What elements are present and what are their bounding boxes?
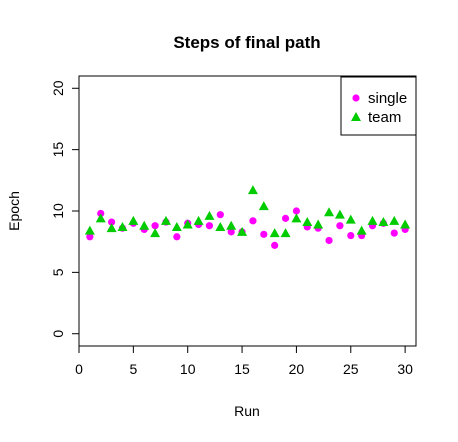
team-point [150, 228, 161, 238]
y-tick-label: 5 [50, 268, 66, 276]
y-tick-label: 20 [50, 80, 66, 96]
team-point [160, 215, 171, 225]
team-point [182, 219, 193, 229]
single-point [86, 233, 94, 241]
single-point [271, 241, 279, 249]
single-point [390, 229, 398, 237]
x-tick-label: 0 [75, 361, 83, 377]
legend-team-marker [351, 112, 361, 121]
team-point [356, 225, 367, 235]
single-point [260, 230, 268, 238]
y-axis: 0 5 10 15 20 [50, 80, 80, 338]
y-tick-label: 0 [50, 330, 66, 338]
team-point [204, 210, 215, 220]
team-point [345, 214, 356, 224]
single-point [336, 222, 344, 230]
single-point [347, 231, 355, 240]
team-point [258, 201, 269, 211]
team-point [106, 223, 117, 233]
team-point [291, 213, 302, 223]
team-point [84, 225, 95, 235]
y-tick-label: 15 [50, 142, 66, 158]
team-point [117, 221, 128, 231]
chart-title: Steps of final path [173, 33, 320, 52]
single-point [173, 233, 181, 241]
legend-box [340, 76, 417, 136]
x-tick-label: 30 [397, 361, 413, 377]
single-point [205, 222, 214, 230]
x-axis-label: Run [234, 403, 260, 419]
x-tick-label: 25 [343, 361, 359, 377]
team-point [367, 215, 378, 225]
legend-single-marker [352, 94, 360, 102]
team-point [215, 221, 226, 231]
legend: single team [340, 76, 417, 136]
data-points [84, 185, 411, 249]
single-point [281, 214, 290, 222]
team-point [237, 226, 248, 236]
team-point [334, 209, 345, 219]
y-axis-label: Epoch [6, 191, 22, 231]
team-point [324, 207, 335, 217]
x-tick-label: 10 [180, 361, 196, 377]
single-point [292, 207, 301, 215]
team-point [226, 220, 237, 230]
x-tick-label: 20 [289, 361, 305, 377]
team-point [171, 221, 182, 231]
single-point [249, 217, 257, 225]
team-point [302, 217, 313, 227]
team-point [400, 219, 411, 229]
single-point [151, 222, 159, 230]
team-point [269, 228, 280, 238]
single-point [325, 236, 333, 245]
y-tick-label: 10 [50, 203, 66, 219]
team-point [139, 220, 150, 230]
single-point [216, 211, 224, 219]
x-axis: 0 5 10 15 20 25 30 [75, 345, 413, 377]
single-point [227, 228, 235, 236]
x-tick-label: 15 [234, 361, 250, 377]
team-point [378, 217, 389, 227]
legend-single-label: single [368, 90, 407, 107]
team-point [247, 185, 258, 195]
team-point [128, 215, 139, 225]
team-point [95, 213, 106, 223]
team-point [389, 215, 400, 225]
team-point [313, 219, 324, 229]
x-tick-label: 5 [129, 361, 137, 377]
legend-team-label: team [368, 109, 401, 126]
single-point [108, 218, 116, 226]
team-point [280, 228, 291, 238]
team-point [193, 215, 204, 225]
